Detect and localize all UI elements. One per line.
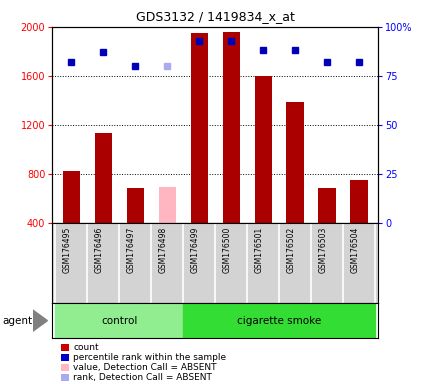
Text: GSM176495: GSM176495 <box>62 227 71 273</box>
Text: GSM176503: GSM176503 <box>318 227 326 273</box>
Text: GSM176496: GSM176496 <box>94 227 103 273</box>
Bar <box>126 189 144 223</box>
Bar <box>158 187 176 223</box>
Bar <box>62 171 80 223</box>
Bar <box>55 303 183 338</box>
Bar <box>318 189 335 223</box>
Text: GSM176504: GSM176504 <box>349 227 358 273</box>
Text: control: control <box>101 316 137 326</box>
Text: GSM176499: GSM176499 <box>190 227 199 273</box>
Bar <box>350 180 367 223</box>
Bar <box>286 101 303 223</box>
Text: GSM176500: GSM176500 <box>222 227 231 273</box>
Text: percentile rank within the sample: percentile rank within the sample <box>73 353 226 362</box>
Text: GSM176501: GSM176501 <box>254 227 263 273</box>
Bar <box>254 76 272 223</box>
Title: GDS3132 / 1419834_x_at: GDS3132 / 1419834_x_at <box>135 10 294 23</box>
Bar <box>222 32 240 223</box>
Text: GSM176502: GSM176502 <box>286 227 295 273</box>
Bar <box>183 303 375 338</box>
Text: agent: agent <box>2 316 32 326</box>
Bar <box>190 33 207 223</box>
Bar <box>94 133 112 223</box>
Text: GSM176497: GSM176497 <box>126 227 135 273</box>
Text: count: count <box>73 343 99 352</box>
Polygon shape <box>33 310 47 331</box>
Text: value, Detection Call = ABSENT: value, Detection Call = ABSENT <box>73 363 216 372</box>
Text: GSM176498: GSM176498 <box>158 227 167 273</box>
Text: rank, Detection Call = ABSENT: rank, Detection Call = ABSENT <box>73 373 211 382</box>
Text: cigarette smoke: cigarette smoke <box>237 316 321 326</box>
